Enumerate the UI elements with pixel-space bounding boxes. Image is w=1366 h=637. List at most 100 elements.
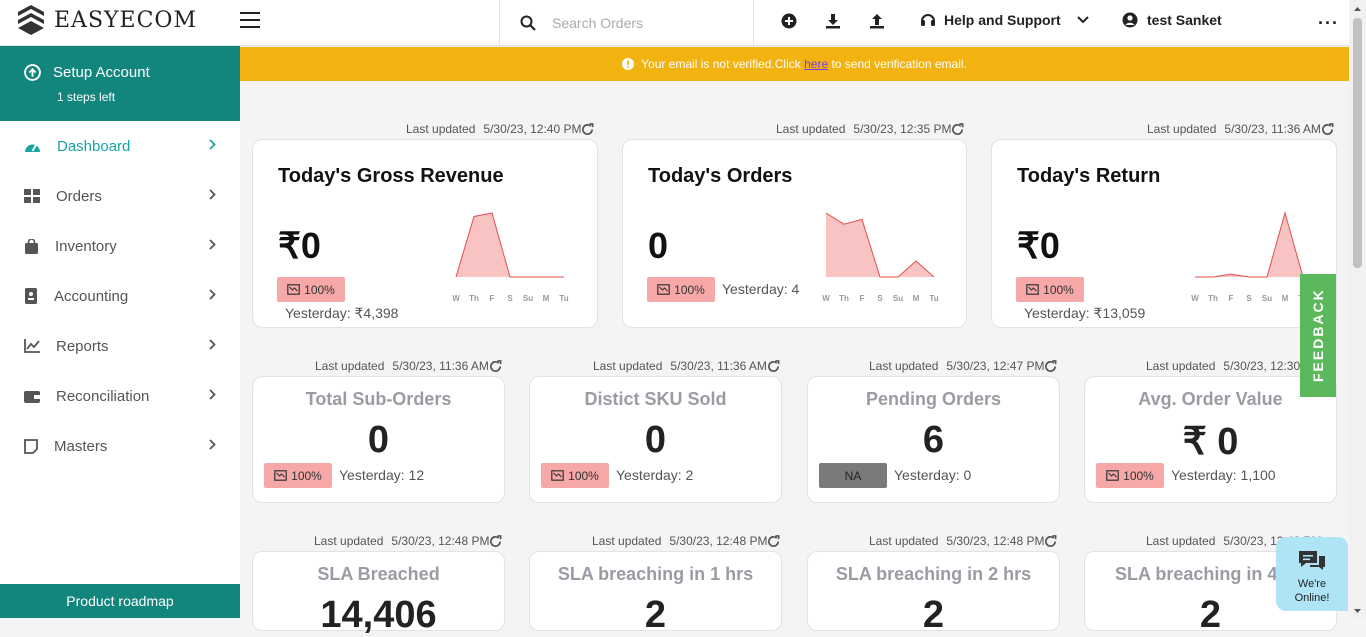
download-icon[interactable] — [825, 13, 841, 29]
gross-revenue-card[interactable]: Today's Gross Revenue ₹0 100% Yesterday:… — [252, 139, 598, 328]
badge-text: 100% — [674, 283, 705, 297]
chat-status-line1: We're — [1298, 577, 1326, 591]
yesterday-value: Yesterday: 2 — [616, 467, 693, 483]
chevron-right-icon — [209, 389, 216, 400]
refresh-icon[interactable] — [1044, 535, 1057, 548]
distinct-sku-sold-card[interactable]: Distict SKU Sold 0 100% Yesterday: 2 — [529, 376, 782, 503]
search-icon[interactable] — [520, 15, 536, 31]
ledger-icon — [24, 288, 38, 304]
live-chat-widget[interactable]: We're Online! — [1276, 537, 1348, 611]
sparkline-day-label: Th — [839, 294, 849, 303]
sparkline-day-label: W — [1191, 294, 1199, 303]
refresh-icon[interactable] — [767, 535, 780, 548]
change-badge: 100% — [277, 277, 345, 302]
sidebar-item-accounting[interactable]: Accounting — [0, 271, 240, 321]
last-updated-time: 5/30/23, 12:48 PM — [946, 534, 1044, 548]
sparkline-day-label: M — [913, 294, 920, 303]
last-updated-time: 5/30/23, 12:48 PM — [391, 534, 489, 548]
sidebar-item-dashboard[interactable]: Dashboard — [0, 121, 240, 171]
refresh-icon[interactable] — [767, 360, 780, 373]
note-icon — [24, 439, 38, 454]
refresh-icon[interactable] — [581, 123, 594, 136]
sidebar-item-reports[interactable]: Reports — [0, 321, 240, 371]
last-updated: Last updated 5/30/23, 12:48 PM — [314, 534, 502, 548]
page-scrollbar[interactable] — [1349, 0, 1366, 618]
sidebar-item-inventory[interactable]: Inventory — [0, 221, 240, 271]
scroll-up-arrow-icon[interactable] — [1349, 2, 1366, 16]
sparkline-day-label: Su — [893, 294, 903, 303]
card-title: SLA breaching in 1 hrs — [530, 564, 781, 585]
setup-account-panel[interactable]: Setup Account 1 steps left — [0, 46, 240, 121]
more-options-icon[interactable]: ··· — [1318, 13, 1339, 34]
badge-text: 100% — [1043, 283, 1074, 297]
refresh-icon[interactable] — [489, 535, 502, 548]
last-updated-label: Last updated — [314, 534, 383, 548]
help-label: Help and Support — [944, 12, 1061, 28]
chevron-right-icon — [209, 339, 216, 350]
badge-text: 100% — [1123, 469, 1154, 483]
search-input[interactable] — [552, 15, 732, 31]
chevron-right-icon — [209, 189, 216, 200]
sla-breaching-2hr-card[interactable]: SLA breaching in 2 hrs 2 — [807, 551, 1060, 631]
returns-card[interactable]: Today's Return ₹0 100% Yesterday: ₹13,05… — [991, 139, 1337, 328]
last-updated-label: Last updated — [869, 359, 938, 373]
card-title: Today's Orders — [648, 165, 792, 188]
banner-text-end: to send verification email. — [828, 57, 967, 71]
refresh-icon[interactable] — [489, 360, 502, 373]
dashboard-gauge-icon — [24, 139, 41, 154]
sparkline-day-label: S — [507, 294, 513, 303]
wallet-icon — [24, 389, 40, 403]
refresh-icon[interactable] — [1321, 123, 1334, 136]
feedback-tab[interactable]: FEEDBACK — [1300, 274, 1336, 397]
sidebar-item-label: Reconciliation — [56, 388, 149, 405]
last-updated-time: 5/30/23, 12:40 PM — [483, 122, 581, 136]
email-verification-banner: Your email is not verified.Click here to… — [240, 47, 1349, 81]
sparkline-day-label: M — [543, 294, 550, 303]
add-circle-icon[interactable] — [781, 13, 797, 29]
chat-status-line2: Online! — [1295, 591, 1330, 605]
card-value: ₹ 0 — [1085, 419, 1336, 464]
sparkline-day-label: F — [1229, 294, 1234, 303]
total-sub-orders-card[interactable]: Total Sub-Orders 0 100% Yesterday: 12 — [252, 376, 505, 503]
sparkline-day-label: F — [860, 294, 865, 303]
card-title: Avg. Order Value — [1085, 389, 1336, 410]
sparkline-day-label: Th — [1208, 294, 1218, 303]
sidebar-item-reconciliation[interactable]: Reconciliation — [0, 371, 240, 421]
menu-toggle-icon[interactable] — [240, 12, 260, 28]
change-badge: 100% — [1096, 463, 1164, 488]
last-updated-label: Last updated — [593, 359, 662, 373]
verify-email-link[interactable]: here — [804, 57, 828, 71]
sparkline-day-label: F — [490, 294, 495, 303]
refresh-icon[interactable] — [1044, 360, 1057, 373]
refresh-icon[interactable] — [951, 123, 964, 136]
card-value: 14,406 — [253, 594, 504, 637]
card-title: SLA breaching in 2 hrs — [808, 564, 1059, 585]
roadmap-label: Product roadmap — [66, 593, 173, 609]
card-value: 0 — [253, 419, 504, 462]
top-bar: EASYECOM Help and Support test Sanket ··… — [0, 0, 1366, 46]
help-and-support-menu[interactable]: Help and Support — [920, 12, 1089, 28]
scroll-down-arrow-icon[interactable] — [1349, 604, 1366, 618]
sidebar-item-orders[interactable]: Orders — [0, 171, 240, 221]
pending-orders-card[interactable]: Pending Orders 6 NA Yesterday: 0 — [807, 376, 1060, 503]
card-value: ₹0 — [278, 225, 321, 267]
sla-breached-card[interactable]: SLA Breached 14,406 — [252, 551, 505, 631]
last-updated-label: Last updated — [1146, 534, 1215, 548]
scrollbar-thumb[interactable] — [1353, 18, 1362, 268]
sla-breaching-1hr-card[interactable]: SLA breaching in 1 hrs 2 — [529, 551, 782, 631]
upload-icon[interactable] — [869, 13, 885, 29]
user-name: test Sanket — [1147, 12, 1222, 28]
app-logo[interactable]: EASYECOM — [16, 3, 197, 37]
sidebar-item-masters[interactable]: Masters — [0, 421, 240, 471]
last-updated-time: 5/30/23, 11:36 AM — [392, 359, 489, 373]
chart-icon — [24, 339, 40, 353]
product-roadmap-button[interactable]: Product roadmap — [0, 584, 240, 618]
yesterday-value: Yesterday: 12 — [339, 467, 424, 483]
user-menu[interactable]: test Sanket — [1122, 12, 1222, 28]
chevron-right-icon — [209, 239, 216, 250]
